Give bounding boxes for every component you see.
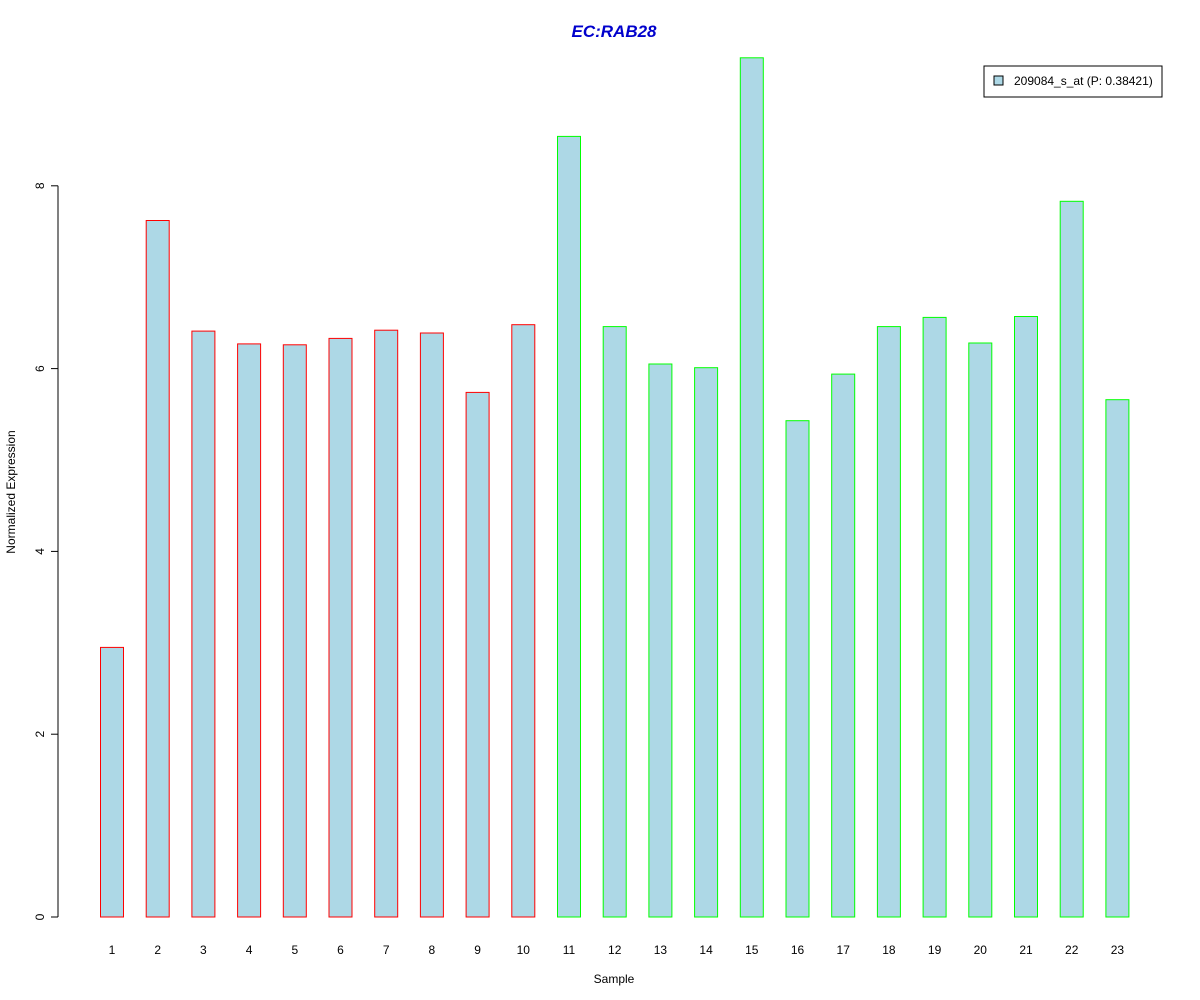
bar-sample-20	[968, 342, 993, 918]
legend-swatch	[993, 75, 1004, 86]
x-tick-label: 14	[699, 943, 713, 957]
x-tick-label: 18	[882, 943, 896, 957]
y-tick-label: 6	[33, 365, 47, 372]
bar-sample-10	[511, 324, 536, 918]
y-axis: 0 2 4 6 8	[33, 182, 59, 920]
y-tick-label: 0	[33, 913, 47, 920]
bar-sample-23	[1105, 399, 1130, 918]
bar-sample-16	[785, 420, 810, 918]
bar-sample-21	[1014, 316, 1038, 918]
bar-sample-14	[694, 367, 719, 918]
bars-group	[100, 57, 1130, 918]
bar-sample-2	[145, 220, 170, 918]
bar-sample-11	[557, 135, 581, 918]
x-tick-label: 12	[608, 943, 622, 957]
x-tick-label: 8	[429, 943, 436, 957]
bar-sample-9	[465, 391, 490, 918]
x-tick-label: 15	[745, 943, 759, 957]
bar-sample-15	[739, 57, 764, 918]
x-tick-label: 23	[1111, 943, 1125, 957]
x-tick-label: 16	[791, 943, 805, 957]
x-tick-label: 4	[246, 943, 253, 957]
x-tick-label: 21	[1019, 943, 1033, 957]
x-tick-label: 1	[109, 943, 116, 957]
x-tick-label: 20	[974, 943, 988, 957]
x-axis-label: Sample	[594, 972, 635, 986]
y-tick-label: 4	[33, 548, 47, 555]
legend-box	[983, 65, 1163, 98]
bar-sample-3	[191, 330, 216, 918]
bar-sample-22	[1059, 200, 1084, 918]
x-tick-label: 19	[928, 943, 942, 957]
bar-sample-1	[100, 646, 124, 918]
bar-sample-6	[328, 337, 353, 918]
x-tick-label: 10	[517, 943, 531, 957]
bar-sample-18	[876, 326, 901, 918]
x-tick-label: 3	[200, 943, 207, 957]
legend-label: 209084_s_at (P: 0.38421)	[1014, 74, 1153, 88]
y-tick-label: 2	[33, 731, 47, 738]
chart-title: EC:RAB28	[571, 22, 657, 41]
x-tick-labels: 1 2 3 4 5 6 7 8 9 10 11 12 13 14 15 16 17 18 19 20 21 22 23	[109, 943, 1125, 957]
bar-sample-8	[419, 332, 444, 918]
x-tick-label: 9	[474, 943, 481, 957]
x-tick-label: 13	[654, 943, 668, 957]
bar-sample-4	[237, 343, 262, 918]
x-tick-label: 5	[291, 943, 298, 957]
bar-sample-17	[831, 373, 856, 918]
legend: 209084_s_at (P: 0.38421)	[983, 65, 1163, 98]
bar-sample-13	[648, 363, 673, 918]
x-tick-label: 11	[563, 943, 576, 957]
bar-sample-19	[922, 316, 947, 918]
bar-sample-7	[374, 329, 399, 918]
x-tick-label: 22	[1065, 943, 1079, 957]
x-tick-label: 7	[383, 943, 390, 957]
bar-sample-12	[602, 326, 627, 918]
x-tick-label: 6	[337, 943, 344, 957]
bar-sample-5	[282, 344, 307, 918]
y-tick-label: 8	[33, 182, 47, 189]
x-tick-label: 17	[837, 943, 851, 957]
x-tick-label: 2	[154, 943, 161, 957]
y-axis-label: Normalized Expression	[4, 430, 18, 553]
